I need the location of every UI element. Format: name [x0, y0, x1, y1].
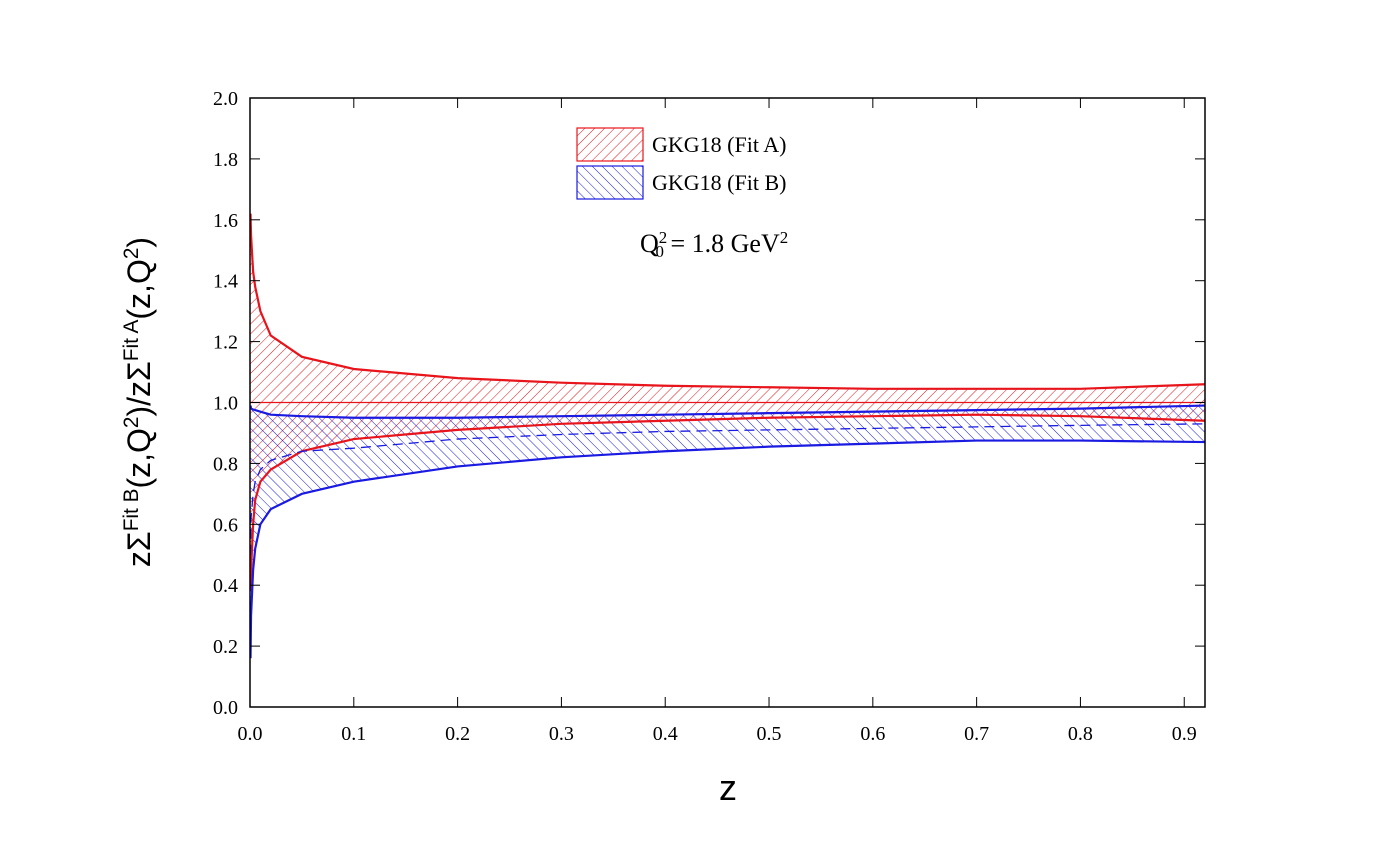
- label-part: (z,Q: [121, 428, 157, 488]
- x-tick-label: 0.5: [757, 723, 782, 745]
- annotation: Q2 0 = 1.8 GeV2: [640, 228, 788, 261]
- label-part: 2: [659, 228, 667, 247]
- label-part: Fit A: [120, 319, 143, 361]
- legend-label: GKG18 (Fit A): [652, 132, 786, 157]
- label-part: = 1.8 GeV: [664, 229, 780, 258]
- x-tick-label: 0.4: [653, 723, 678, 745]
- legend-swatch: [576, 165, 644, 200]
- x-tick-label: 0.7: [964, 723, 989, 745]
- y-tick-label: 0.4: [213, 575, 238, 597]
- label-part: 2: [120, 248, 143, 260]
- band-lower-line: [250, 439, 1205, 659]
- x-tick-label: 0.8: [1068, 723, 1093, 745]
- band-upper-line: [250, 404, 1205, 419]
- legend-swatch: [576, 127, 644, 162]
- y-tick-label: 0.0: [213, 697, 238, 719]
- label-part: (z,Q: [121, 259, 157, 319]
- x-tick-label: 0.9: [1172, 723, 1197, 745]
- band-area: [250, 405, 1205, 659]
- label-part: Q: [640, 229, 659, 258]
- y-tick-label: 1.0: [213, 393, 238, 415]
- label-part: 2: [780, 228, 788, 247]
- label-part: 2: [120, 417, 143, 429]
- x-tick-label: 0.3: [549, 723, 574, 745]
- y-tick-label: 1.4: [213, 271, 238, 293]
- y-axis-label: zΣFit B(z,Q2)/zΣFit A(z,Q2): [120, 237, 157, 567]
- y-tick-label: 1.6: [213, 210, 238, 232]
- x-tick-label: 0.0: [238, 723, 263, 745]
- y-tick-label: 0.6: [213, 514, 238, 536]
- x-tick-label: 0.6: [860, 723, 885, 745]
- y-tick-label: 2.0: [213, 88, 238, 110]
- band-lower-line: [250, 413, 1205, 592]
- label-part: ): [121, 237, 157, 248]
- y-tick-label: 1.8: [213, 149, 238, 171]
- y-tick-label: 0.2: [213, 636, 238, 658]
- band-center-line: [250, 423, 1205, 555]
- label-part: Fit B: [120, 489, 143, 532]
- label-part: 0: [656, 242, 664, 261]
- y-tick-label: 1.2: [213, 332, 238, 354]
- plot-area: [250, 213, 1205, 659]
- y-tick-label: 0.8: [213, 453, 238, 475]
- band-upper-line: [250, 213, 1205, 390]
- legend-label: GKG18 (Fit B): [652, 170, 786, 195]
- x-tick-label: 0.1: [341, 723, 366, 745]
- x-tick-label: 0.2: [445, 723, 470, 745]
- label-part: )/zΣ: [121, 361, 157, 416]
- label-part: zΣ: [121, 531, 157, 567]
- x-axis-label: z: [719, 767, 737, 808]
